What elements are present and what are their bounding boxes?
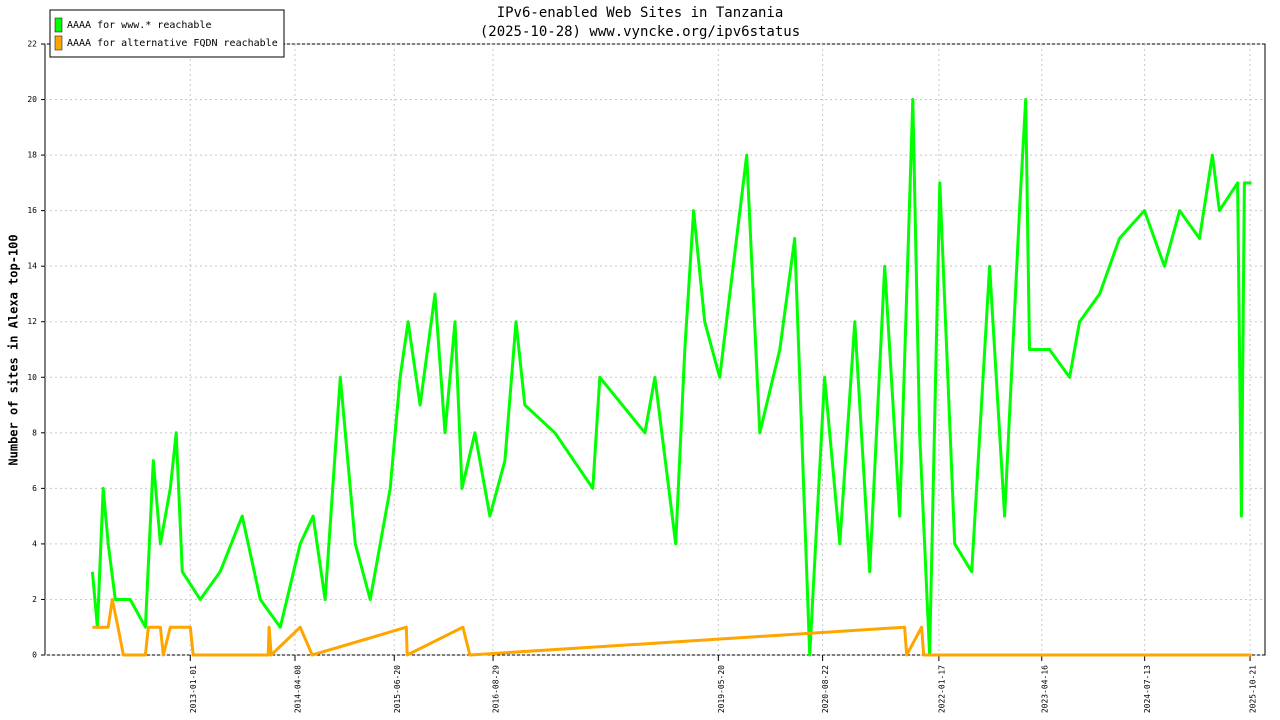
y-tick-label: 22 [27,40,37,49]
y-tick-label: 16 [27,206,37,215]
legend-label: AAAA for www.* reachable [67,20,212,31]
y-tick-label: 6 [32,484,37,493]
legend-label: AAAA for alternative FQDN reachable [67,38,278,49]
y-tick-label: 2 [32,595,37,604]
legend-box [49,9,285,58]
y-tick-label: 20 [27,95,37,104]
x-tick-label: 2013-01-01 [189,665,198,713]
series-line [90,98,1252,657]
x-tick-label: 2016-08-29 [492,665,501,713]
y-tick-label: 10 [27,373,37,382]
y-tick-label: 14 [27,262,37,271]
x-tick-label: 2023-04-16 [1040,665,1049,713]
y-tick-label: 4 [32,539,37,548]
legend-swatch [54,17,63,33]
series-line [92,598,1252,657]
x-tick-label: 2014-04-08 [293,665,302,713]
x-tick-label: 2019-05-20 [717,665,726,713]
x-tick-label: 2015-06-20 [393,665,402,713]
x-tick-label: 2024-07-13 [1143,665,1152,713]
y-tick-label: 0 [32,651,37,660]
y-tick-label: 12 [27,317,37,326]
x-tick-label: 2022-01-17 [937,665,946,713]
x-tick-label: 2025-10-21 [1249,665,1258,713]
y-tick-label: 8 [32,428,37,437]
chart-subtitle: (2025-10-28) www.vyncke.org/ipv6status [480,24,800,40]
x-tick-label: 2020-08-22 [821,665,830,713]
chart-title: IPv6-enabled Web Sites in Tanzania [497,5,784,21]
y-tick-label: 18 [27,151,37,160]
legend-swatch [54,35,63,51]
y-axis-label: Number of sites in Alexa top-100 [7,234,21,465]
